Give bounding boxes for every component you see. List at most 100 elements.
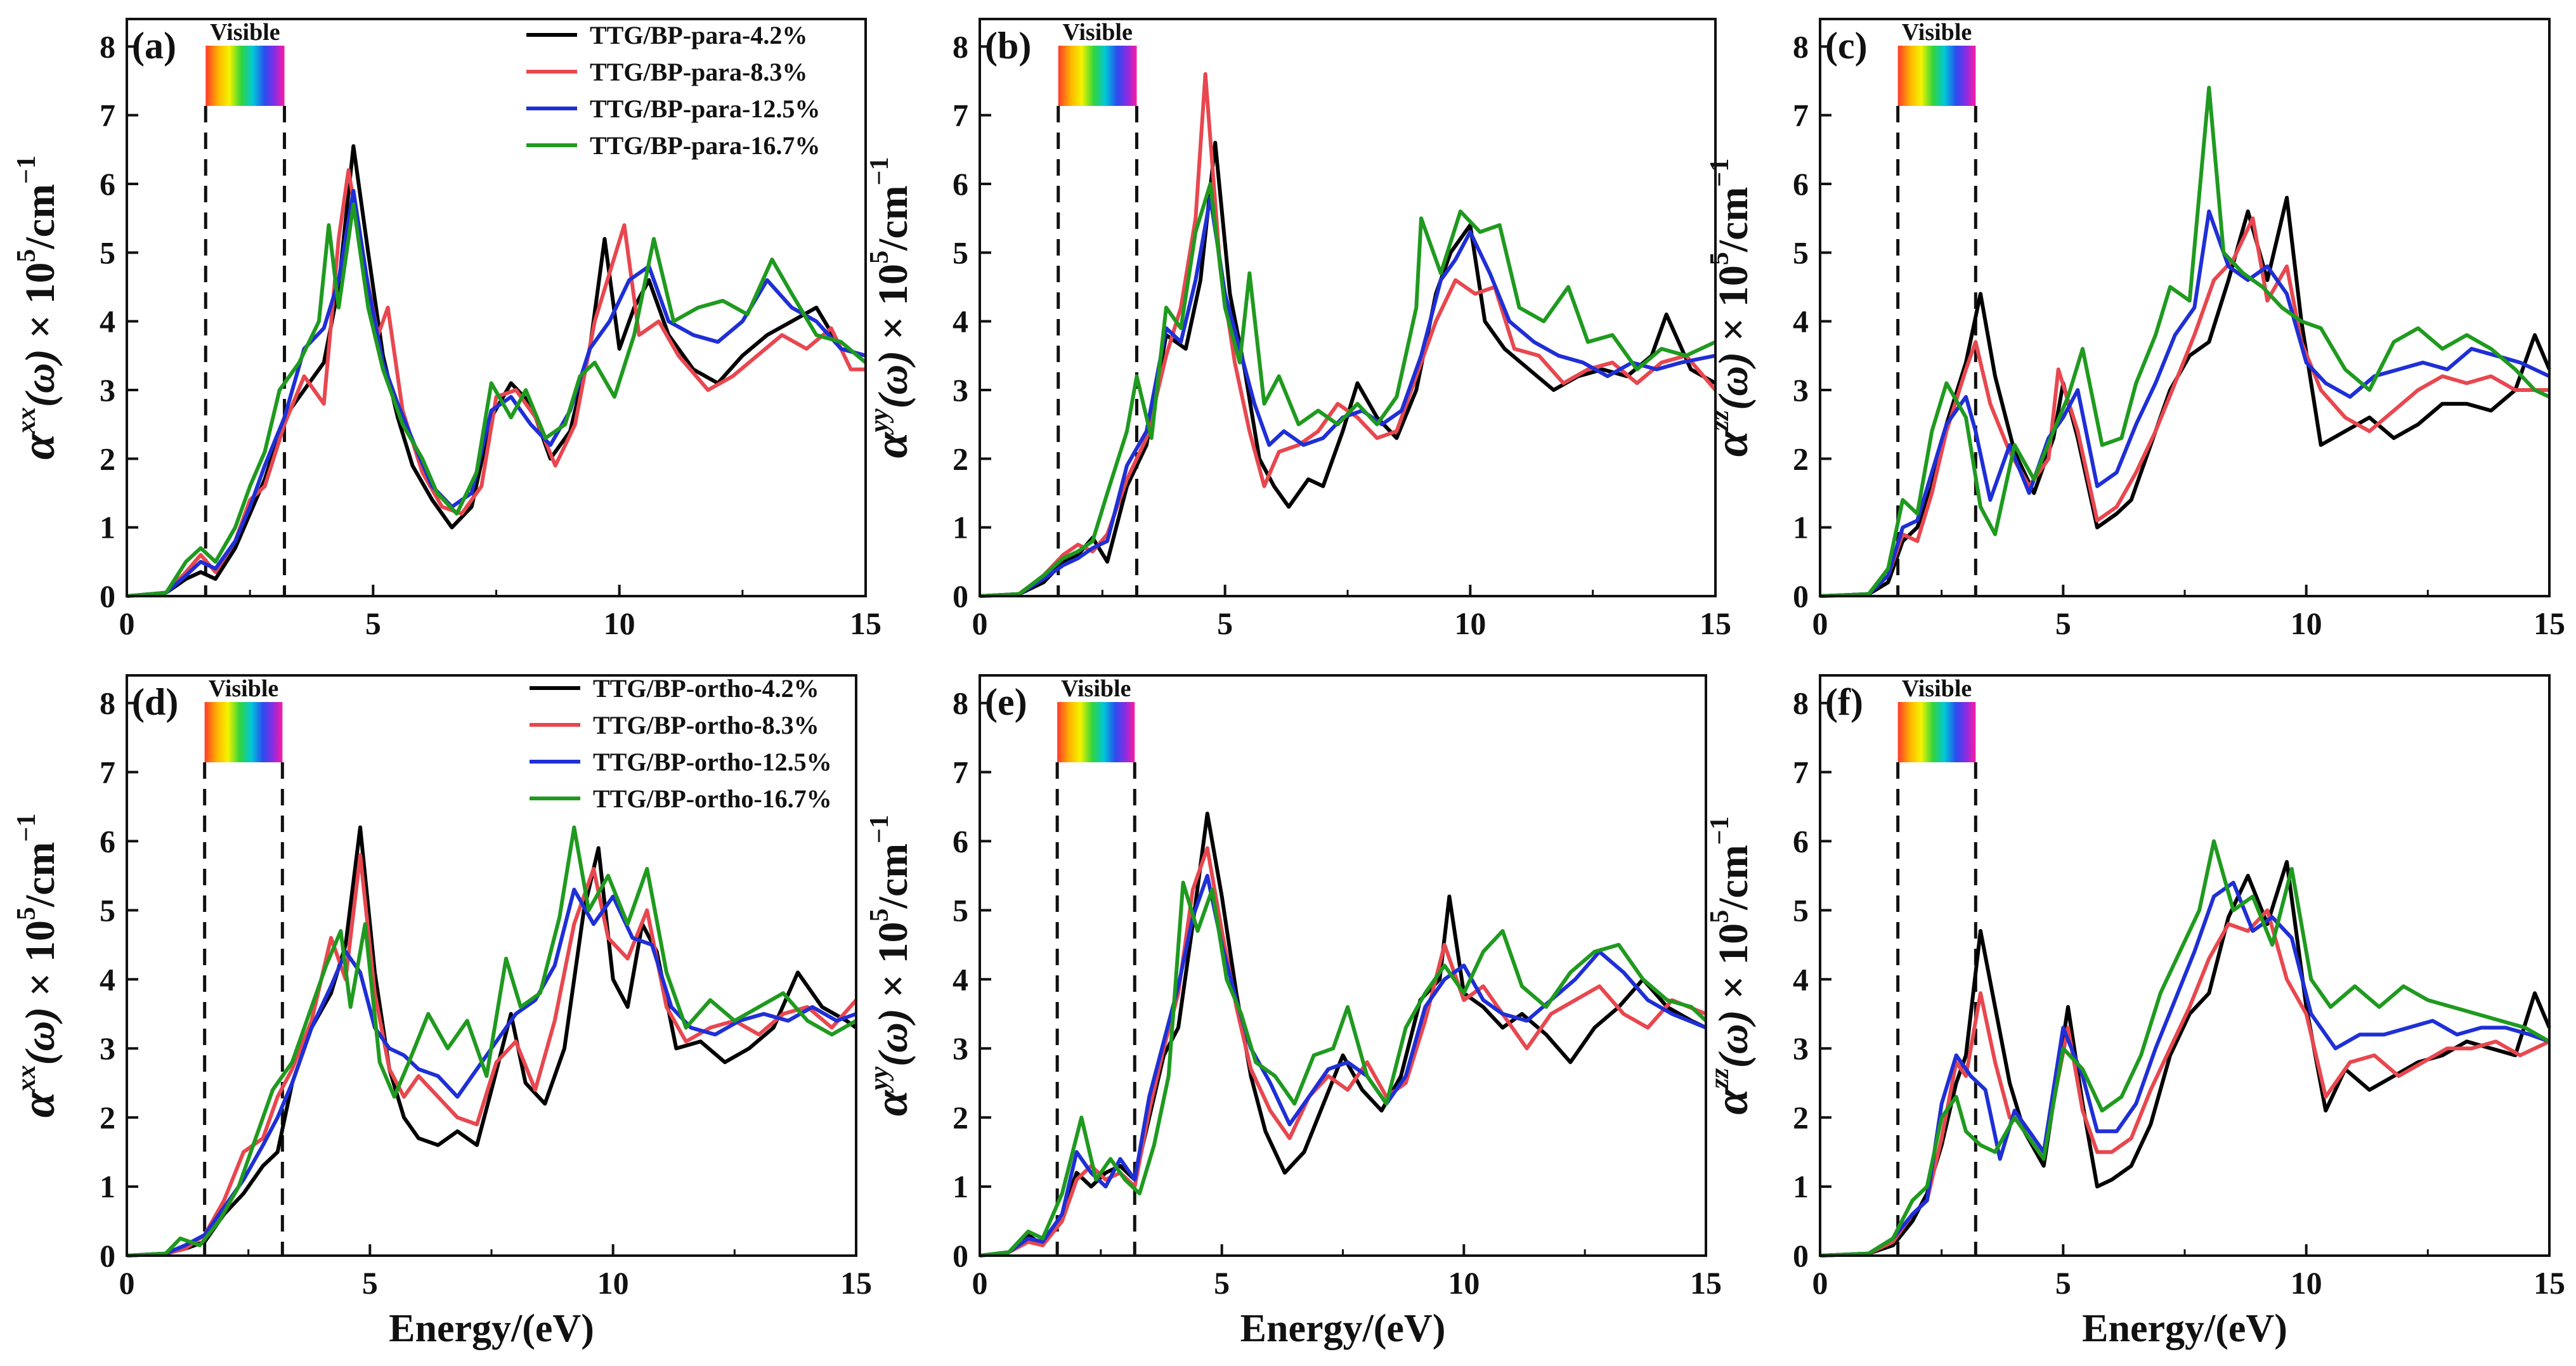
series-line-4 [979,182,1717,598]
x-axis-title: Energy/(eV) [389,1307,594,1350]
y-tick-label: 5 [100,235,115,270]
y-tick-label: 1 [953,510,968,545]
series-line-2 [1819,908,2551,1258]
x-tick-label: 10 [1454,606,1486,641]
x-tick-label: 0 [119,606,135,641]
omega-term: (ω) [870,1008,916,1067]
y-tick-label: 8 [953,29,968,64]
y-axis-title: αzz(ω) × 105/cm−1 [1705,159,1758,457]
alpha-symbol: α [866,1090,918,1116]
legend-entry: TTG/BP-ortho-8.3% [593,711,819,739]
alpha-symbol: α [1706,1088,1758,1115]
legend-entry: TTG/BP-para-16.7% [590,131,820,160]
y-unit-factor: × 10 [870,264,916,351]
y-tick-label: 4 [953,961,968,997]
y-unit-exp: 5 [865,909,894,922]
series-line-4 [1819,86,2551,598]
y-tick-label: 8 [1793,686,1809,721]
x-tick-label: 15 [850,606,881,641]
omega-term: (ω) [870,351,916,409]
y-tick-label: 3 [953,372,968,408]
y-tick-label: 2 [100,441,115,476]
x-tick-label: 0 [972,1265,988,1301]
legend-entry: TTG/BP-ortho-12.5% [593,748,832,776]
x-tick-label: 15 [2534,1265,2565,1301]
y-tick-label: 0 [953,1238,968,1273]
y-unit-factor: × 10 [1710,923,1757,1010]
y-tick-label: 1 [100,1169,115,1204]
y-unit-tail: /cm [17,842,63,908]
series-line-4 [1819,839,2551,1258]
y-tick-label: 1 [953,1169,968,1204]
x-tick-label: 0 [119,1265,135,1301]
y-component: zz [1705,410,1734,432]
series-line-1 [126,825,857,1258]
y-tick-label: 0 [100,578,115,614]
series-line-3 [1819,209,2551,598]
y-tick-label: 4 [100,304,115,339]
omega-term: (ω) [1710,352,1757,410]
y-component: xx [12,407,41,434]
y-tick-label: 4 [1793,304,1809,339]
x-tick-label: 0 [972,606,988,641]
series-line-3 [979,195,1716,598]
panel-label: (d) [132,681,178,723]
y-unit-exp: 5 [12,249,41,263]
y-unit-tail: /cm [17,184,63,250]
series-line-1 [126,144,866,598]
y-axis-title: αxx(ω) × 105/cm−1 [12,155,65,460]
series-line-3 [126,887,857,1258]
series-line-1 [979,141,1717,598]
y-tick-label: 3 [1793,372,1809,408]
omega-term: (ω) [17,349,63,407]
y-unit-inv: −1 [865,815,894,843]
alpha-symbol: α [13,1091,65,1117]
y-tick-label: 8 [953,686,968,721]
series-line-4 [979,880,1708,1258]
alpha-symbol: α [13,433,65,460]
y-tick-label: 5 [100,892,115,928]
y-tick-label: 3 [100,1031,115,1066]
series-line-1 [979,811,1707,1258]
y-unit-exp: 5 [865,250,894,264]
y-unit-tail: /cm [870,843,916,909]
visible-spectrum-bar [205,46,285,106]
x-axis-title: Energy/(eV) [1240,1307,1446,1350]
y-component: xx [12,1065,41,1092]
x-tick-label: 10 [2291,1265,2322,1301]
legend: TTG/BP-ortho-4.2% TTG/BP-ortho-8.3% TTG/BP… [530,674,832,813]
y-unit-inv: −1 [1705,159,1734,187]
y-tick-label: 6 [100,823,115,859]
x-tick-label: 5 [2055,606,2071,641]
y-tick-label: 6 [953,823,968,859]
y-tick-label: 4 [100,961,115,997]
y-tick-label: 1 [100,510,115,545]
visible-spectrum-bar [204,702,283,762]
y-unit-exp: 5 [1705,252,1734,265]
y-axis-title: αyy(ω) × 105/cm−1 [865,815,918,1116]
series-line-1 [1819,195,2551,598]
omega-term: (ω) [17,1007,63,1065]
y-tick-label: 1 [1793,1169,1809,1204]
series-line-1 [1819,860,2551,1258]
y-tick-label: 3 [1793,1031,1809,1066]
panel-label: (e) [985,681,1027,723]
panel-label: (f) [1825,681,1863,723]
y-tick-label: 4 [953,304,968,339]
series-line-4 [126,202,867,598]
y-tick-label: 7 [100,755,115,790]
x-tick-label: 0 [1812,1265,1828,1301]
series-line-2 [979,72,1717,598]
y-tick-label: 7 [953,98,968,133]
y-unit-inv: −1 [865,157,894,185]
visible-spectrum-bar [1057,702,1135,762]
legend-entry: TTG/BP-ortho-4.2% [593,674,819,703]
y-unit-exp: 5 [12,907,41,920]
alpha-symbol: α [866,432,918,459]
y-unit-factor: × 10 [1710,265,1757,352]
y-component: yy [865,1066,894,1093]
